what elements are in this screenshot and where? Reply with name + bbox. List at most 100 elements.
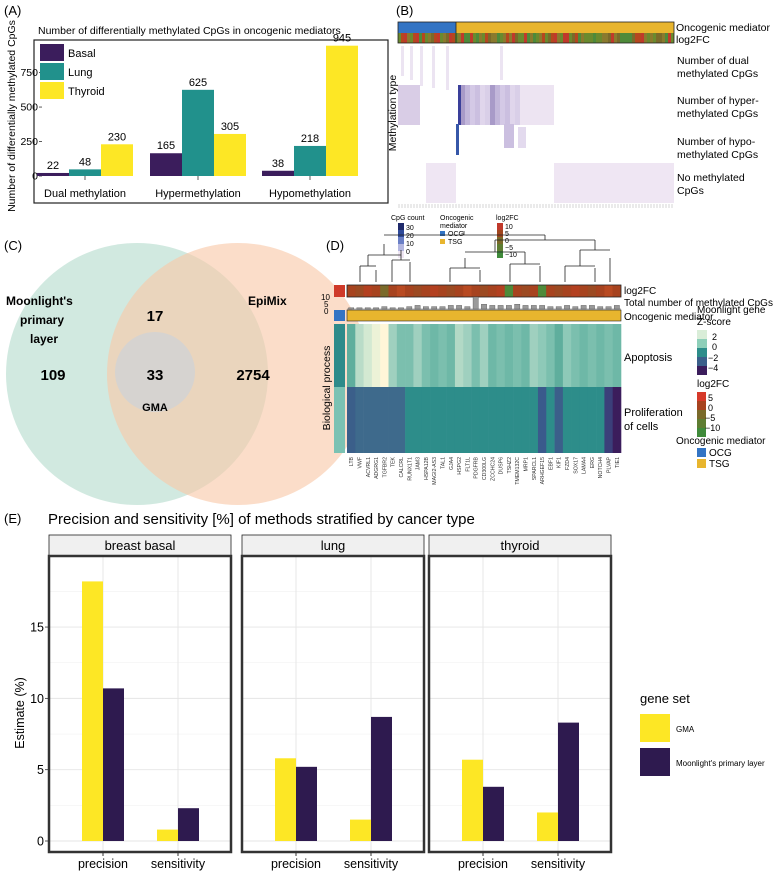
panel-d-row-apoptosis: Apoptosis <box>624 352 673 364</box>
panel-d-legend-z-step <box>697 330 707 339</box>
panel-d-cell-apoptosis-tgfbr2 <box>380 324 389 387</box>
panel-d-cell-apoptosis-hspg2 <box>454 324 464 387</box>
panel-b-cell-hyper-column <box>505 85 510 125</box>
panel-d-cell-proliferation-cd300lg <box>479 387 489 453</box>
panel-d-cell-apoptosis-sox17 <box>571 324 580 387</box>
panel-b-log2fc-stripe <box>608 33 611 43</box>
panel-b-log2fc-stripe <box>410 33 413 43</box>
panel-b-log2fc-stripe <box>599 33 602 43</box>
panel-d-cell-proliferation-sox17 <box>571 387 580 453</box>
panel-d-gene-label-ebf1: EBF1 <box>548 457 554 470</box>
panel-d-log2fc-cell-mrp1 <box>521 285 530 297</box>
panel-a-bar-basal-dual-methylation <box>37 172 69 176</box>
panel-d-track-axis-10: 10 <box>321 293 330 302</box>
panel-d-cell-proliferation-acvrl1 <box>363 387 373 453</box>
panel-d-cell-apoptosis-vwf <box>355 324 364 387</box>
panel-d-gene-label-erg: ERG <box>590 457 596 468</box>
panel-e-strip-label-thyroid: thyroid <box>500 538 539 553</box>
panel-e-xtick-thyroid-precision: precision <box>458 857 508 871</box>
panel-d-gene-label-acvrl1: ACVRL1 <box>366 457 372 477</box>
panel-a-legend-label-basal: Basal <box>68 48 96 60</box>
panel-d-legend-om-title: Oncogenic mediator <box>676 436 766 447</box>
panel-d-gene-label-flt1l: FLT1L <box>465 457 471 472</box>
panel-b-log2fc-stripe <box>572 33 575 43</box>
panel-e-ytick-10: 10 <box>30 692 44 706</box>
panel-b-log2fc-stripe <box>554 33 557 43</box>
venn-circle-epimix <box>107 243 369 505</box>
panel-a-ytick-500: 500 <box>20 102 38 114</box>
panel-d-cell-proliferation-flt1l <box>463 387 472 453</box>
panel-e-bar-lung-sensitivity-moonlight-s-primary-layer <box>371 716 392 841</box>
panel-d-cell-proliferation-runx1t1 <box>405 387 414 453</box>
panel-b-cell-hyper-column <box>480 85 485 125</box>
panel-d-cell-apoptosis-erg <box>587 324 597 387</box>
panel-b-legend-log2fc-gradient <box>497 223 503 258</box>
panel-b-log2fc-stripe <box>443 33 446 43</box>
panel-c: (C) Moonlight's primary layer EpiMix 109… <box>4 238 369 505</box>
panel-b-log2fc-stripe <box>623 33 626 43</box>
panel-e-ytick-15: 15 <box>30 621 44 635</box>
panel-d-cell-proliferation-lama4 <box>579 387 589 453</box>
panel-d-cpg-bar-mrp1 <box>522 305 529 310</box>
panel-a-legend-swatch-thyroid <box>40 82 64 99</box>
panel-b-cell-hyper-column <box>485 85 490 125</box>
panel-b-log2fc-stripe <box>479 33 482 43</box>
panel-a-y-axis-label: Number of differentially methylated CpGs <box>6 20 18 212</box>
panel-a-frame <box>33 39 389 204</box>
panel-d-log2fc-cell-acvrl1 <box>363 285 372 297</box>
panel-a-ytick-0: 0 <box>32 171 38 183</box>
panel-d-label: (D) <box>326 238 344 253</box>
panel-b-cell-hyper-column <box>470 85 475 125</box>
panel-d-cell-proliferation-adgrg1 <box>371 387 381 453</box>
panel-b-legend-cpg-step <box>398 223 404 230</box>
panel-d-legend-tsg-swatch <box>697 459 706 468</box>
panel-b-cell-hyper-column <box>465 85 470 125</box>
panel-a-ytick-250: 250 <box>20 136 38 148</box>
panel-d-log2fc-cell-vwf <box>355 285 364 297</box>
panel-d-gene-label-cd300lg: CD300LG <box>482 457 488 480</box>
panel-d-log2fc-cell-dusp6 <box>496 285 505 297</box>
panel-b-log2fc-stripe <box>482 33 485 43</box>
panel-d-cpg-bar-ltb <box>348 307 355 310</box>
panel-b-row-hypo-line1: Number of hypo- <box>677 136 756 148</box>
panel-b-legend-fc-step <box>497 223 503 230</box>
panel-e-bar-lung-precision-moonlight-s-primary-layer <box>296 766 317 841</box>
panel-d-cell-proliferation-vwf <box>355 387 364 453</box>
panel-d-cpg-bar-fzd4 <box>564 305 570 310</box>
panel-e-facet-bg-breast-basal <box>49 556 231 852</box>
panel-d-cell-proliferation-tal1 <box>438 387 447 453</box>
venn-count-gma: 33 <box>147 367 164 384</box>
panel-d-cpg-bar-magi2-as3 <box>431 306 438 310</box>
panel-d-cpg-bar-gja4 <box>447 305 454 310</box>
panel-b-log2fc-stripe <box>584 33 587 43</box>
panel-d-track-om-label: Oncogenic mediator <box>624 312 714 323</box>
panel-d-legend-z-tick-m2: −2 <box>708 353 718 363</box>
panel-b-log2fc-stripe <box>542 33 545 43</box>
panel-b-log2fc-stripe <box>422 33 425 43</box>
venn-count-overlap: 17 <box>147 308 164 325</box>
panel-b-log2fc-stripe <box>440 33 443 43</box>
panel-d-legend-z-step <box>697 366 707 375</box>
panel-e-facet-frame-breast-basal <box>47 554 233 854</box>
panel-d-log2fc-cell-ltb <box>347 285 356 297</box>
panel-d-cell-proliferation-tie1 <box>612 387 622 453</box>
panel-d-log2fc-cell-ebf1 <box>546 285 555 297</box>
panel-b-log2fc-stripe <box>590 33 593 43</box>
panel-d-cell-apoptosis-kif1 <box>554 324 564 387</box>
panel-d-cell-apoptosis-tal1 <box>438 324 447 387</box>
panel-d-row-proliferation-line1: Proliferation <box>624 407 683 419</box>
panel-d-cpg-bar-hspg2 <box>456 305 462 310</box>
panel-a-label: (A) <box>4 3 21 18</box>
panel-a-bar-label-lung-dual-methylation: 48 <box>79 156 91 168</box>
panel-d-cell-apoptosis-tshz2 <box>504 324 514 387</box>
panel-a-ytick-750: 750 <box>20 67 38 79</box>
panel-d-cell-apoptosis-dusp6 <box>496 324 506 387</box>
panel-d-log2fc-cell-kif1 <box>554 285 563 297</box>
panel-d-cpg-bar-tmem132c <box>514 304 521 310</box>
panel-e-legend-gma-label: GMA <box>676 725 695 734</box>
panel-d-log2fc-cell-adgrg1 <box>371 285 381 297</box>
panel-d-cell-apoptosis-gja4 <box>446 324 456 387</box>
panel-d-log2fc-cell-calcrl <box>396 285 406 297</box>
panel-b-legend-tsg-label: TSG <box>448 239 462 246</box>
panel-b-legend-fc-step <box>497 251 503 258</box>
